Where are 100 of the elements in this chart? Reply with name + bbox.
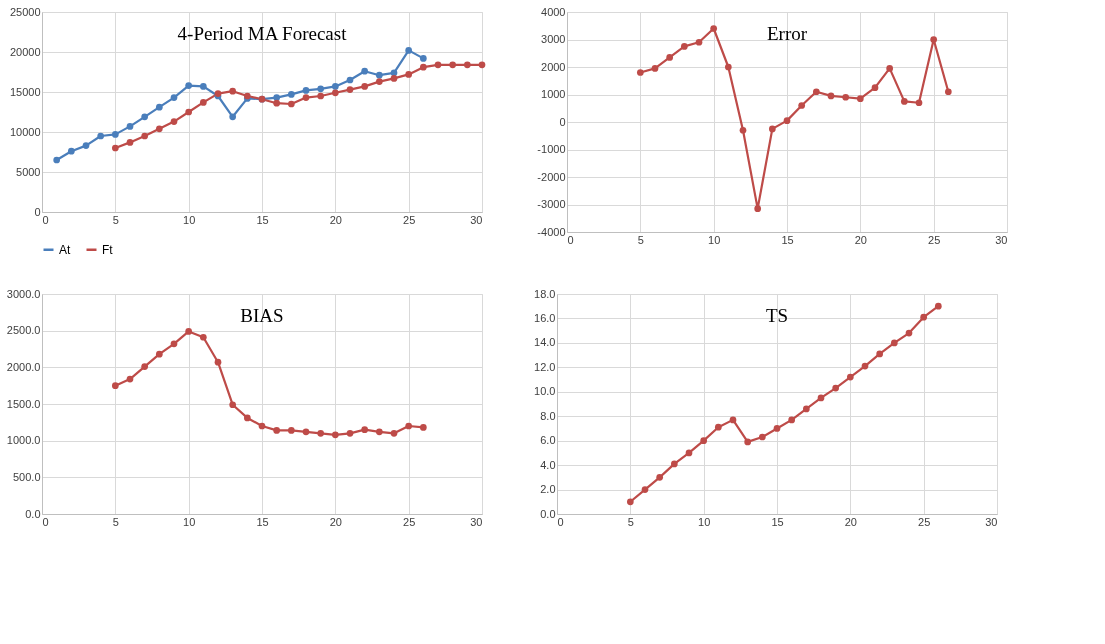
point bbox=[788, 416, 796, 424]
y-tick-label: 10.0 bbox=[534, 385, 556, 398]
y-tick-label: 2500.0 bbox=[6, 324, 41, 337]
point bbox=[636, 69, 644, 76]
point bbox=[656, 473, 664, 481]
x-tick-label: 5 bbox=[637, 233, 644, 246]
point bbox=[273, 94, 281, 101]
y-tick-label: 2000.0 bbox=[6, 360, 41, 373]
point bbox=[155, 350, 163, 358]
point bbox=[773, 425, 781, 432]
x-tick-label: 30 bbox=[985, 515, 998, 528]
point bbox=[361, 83, 369, 90]
point bbox=[317, 92, 325, 100]
point bbox=[900, 98, 908, 105]
point bbox=[82, 142, 90, 149]
point bbox=[944, 88, 952, 96]
point bbox=[842, 93, 850, 101]
point bbox=[651, 65, 659, 72]
point bbox=[886, 65, 894, 72]
point bbox=[287, 91, 295, 98]
y-tick-label: 4.0 bbox=[540, 458, 556, 471]
point bbox=[802, 405, 810, 413]
y-tick-label: 0.0 bbox=[540, 507, 556, 520]
y-tick-label: 1500.0 bbox=[6, 397, 41, 410]
point bbox=[419, 424, 427, 431]
x-tick-label: 30 bbox=[470, 213, 483, 226]
x-tick-label: 30 bbox=[470, 515, 483, 528]
point bbox=[405, 71, 413, 78]
point bbox=[666, 54, 674, 61]
point bbox=[463, 61, 471, 69]
point bbox=[434, 61, 442, 69]
x-tick-label: 0 bbox=[42, 515, 49, 528]
point bbox=[361, 426, 369, 434]
y-tick-label: 2000 bbox=[541, 60, 566, 73]
point bbox=[714, 423, 722, 431]
y-tick-label: 20000 bbox=[9, 45, 41, 58]
point bbox=[754, 205, 762, 212]
point bbox=[744, 438, 752, 446]
y-tick-label: 6.0 bbox=[540, 434, 556, 447]
point bbox=[170, 118, 178, 125]
point bbox=[214, 358, 222, 366]
point bbox=[768, 125, 776, 133]
point bbox=[199, 99, 207, 106]
legend-label: At bbox=[59, 242, 71, 257]
point bbox=[229, 113, 237, 121]
point bbox=[111, 131, 119, 138]
x-tick-label: 25 bbox=[403, 515, 416, 528]
point bbox=[361, 67, 369, 75]
y-tick-label: 1000.0 bbox=[6, 434, 41, 447]
point bbox=[53, 156, 61, 164]
text: Error bbox=[766, 23, 808, 44]
x-tick-label: 0 bbox=[567, 233, 574, 246]
legend-label: Ft bbox=[102, 242, 114, 257]
point bbox=[111, 144, 119, 152]
y-tick-label: 4000 bbox=[541, 5, 566, 18]
point bbox=[798, 102, 806, 109]
point bbox=[449, 61, 457, 69]
point bbox=[700, 437, 708, 445]
point bbox=[405, 422, 413, 430]
point bbox=[185, 82, 193, 89]
point bbox=[641, 486, 649, 493]
x-tick-label: 25 bbox=[928, 233, 941, 246]
point bbox=[67, 147, 75, 155]
y-tick-label: 8.0 bbox=[540, 409, 556, 422]
point bbox=[155, 125, 163, 133]
x-tick-label: 0 bbox=[42, 213, 49, 226]
point bbox=[846, 373, 854, 381]
y-tick-label: -4000 bbox=[537, 225, 566, 238]
point bbox=[331, 431, 339, 439]
y-tick-label: 14.0 bbox=[534, 336, 556, 349]
point bbox=[478, 61, 486, 69]
point bbox=[302, 428, 310, 436]
text: 4-Period MA Forecast bbox=[177, 23, 348, 44]
point bbox=[273, 427, 281, 434]
y-tick-label: 3000 bbox=[541, 33, 566, 45]
point bbox=[346, 86, 354, 93]
point bbox=[346, 76, 354, 84]
text: BIAS bbox=[240, 305, 284, 326]
x-tick-label: 25 bbox=[918, 515, 931, 528]
point bbox=[861, 362, 869, 370]
point bbox=[229, 87, 237, 95]
x-tick-label: 5 bbox=[112, 515, 119, 528]
point bbox=[890, 339, 898, 347]
x-tick-label: 15 bbox=[256, 213, 269, 226]
point bbox=[905, 329, 913, 337]
point bbox=[287, 427, 295, 434]
point bbox=[243, 414, 251, 422]
y-tick-label: -1000 bbox=[537, 143, 566, 155]
y-tick-label: 12.0 bbox=[534, 360, 556, 373]
text: TS bbox=[765, 305, 789, 326]
y-tick-label: 25000 bbox=[9, 5, 41, 18]
point bbox=[626, 498, 634, 506]
x-tick-label: 20 bbox=[329, 515, 342, 528]
point bbox=[670, 460, 678, 468]
y-tick-label: 500.0 bbox=[12, 470, 41, 483]
point bbox=[126, 123, 134, 130]
point bbox=[141, 113, 149, 121]
point bbox=[817, 394, 825, 402]
point bbox=[141, 132, 149, 140]
point bbox=[915, 99, 923, 107]
